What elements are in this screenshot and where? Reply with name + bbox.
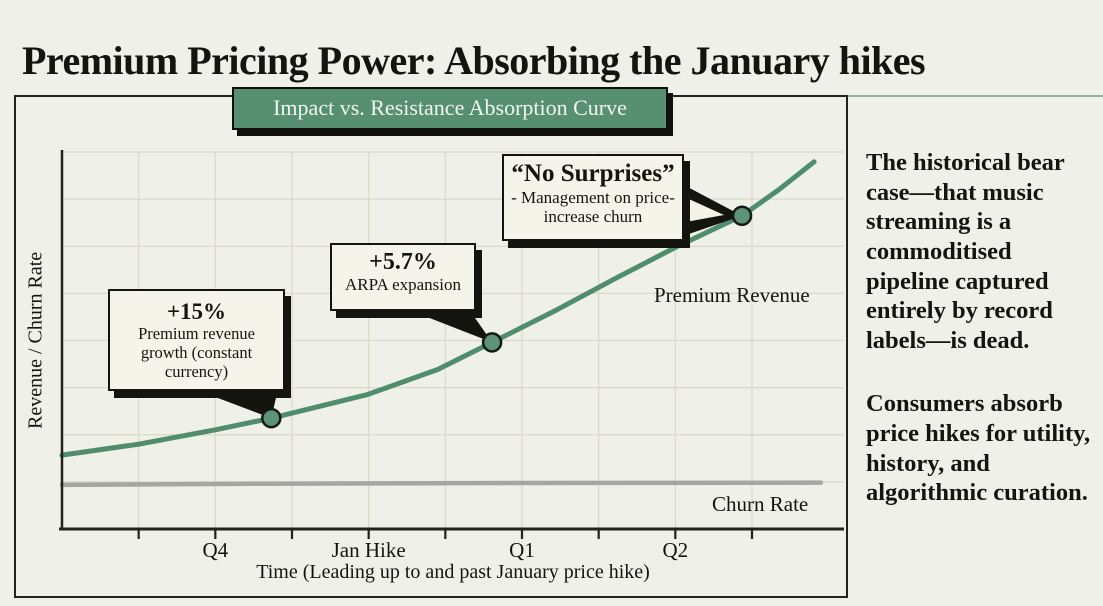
absorption-curve-chart: Q4 Jan Hike Q1 Q2 (59, 150, 844, 562)
callout-value: +15% (166, 299, 227, 324)
chart-panel: Impact vs. Resistance Absorption Curve Q… (14, 87, 848, 598)
callout-arpa-expansion: +5.7% ARPA expansion (330, 243, 476, 311)
page-title: Premium Pricing Power: Absorbing the Jan… (22, 37, 926, 83)
callout-caption: ARPA expansion (344, 275, 462, 294)
callout-caption: - Management on price-increase churn (511, 188, 675, 227)
svg-text:Q4: Q4 (202, 538, 228, 562)
commentary-paragraph-1: The historical bear case—that music stre… (866, 149, 1065, 354)
top-divider-rule (848, 95, 1103, 97)
callout-premium-growth: +15% Premium revenue growth (constant cu… (108, 289, 285, 391)
callout-value: “No Surprises” (511, 160, 675, 187)
y-axis-label: Revenue / Churn Rate (24, 251, 47, 430)
churn-rate-series-label: Churn Rate (712, 492, 809, 516)
commentary-paragraph-2: Consumers absorb price hikes for utility… (866, 390, 1091, 507)
svg-text:Q1: Q1 (509, 538, 535, 562)
chart-title-badge: Impact vs. Resistance Absorption Curve (232, 87, 668, 130)
callout-value: +5.7% (369, 249, 437, 275)
svg-text:Jan Hike: Jan Hike (332, 538, 406, 562)
callout-no-surprises: “No Surprises” - Management on price-inc… (502, 154, 684, 241)
callout-caption: Premium revenue growth (constant currenc… (138, 324, 255, 381)
commentary-sidebar: The historical bear case—that music stre… (866, 148, 1100, 542)
premium-revenue-series-label: Premium Revenue (654, 283, 810, 307)
svg-text:Q2: Q2 (662, 538, 688, 562)
x-axis-title: Time (Leading up to and past January pri… (256, 561, 650, 583)
